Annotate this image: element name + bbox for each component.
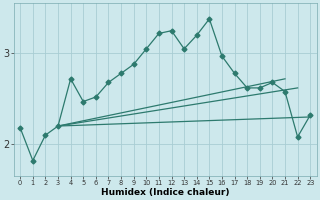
X-axis label: Humidex (Indice chaleur): Humidex (Indice chaleur)	[101, 188, 229, 197]
